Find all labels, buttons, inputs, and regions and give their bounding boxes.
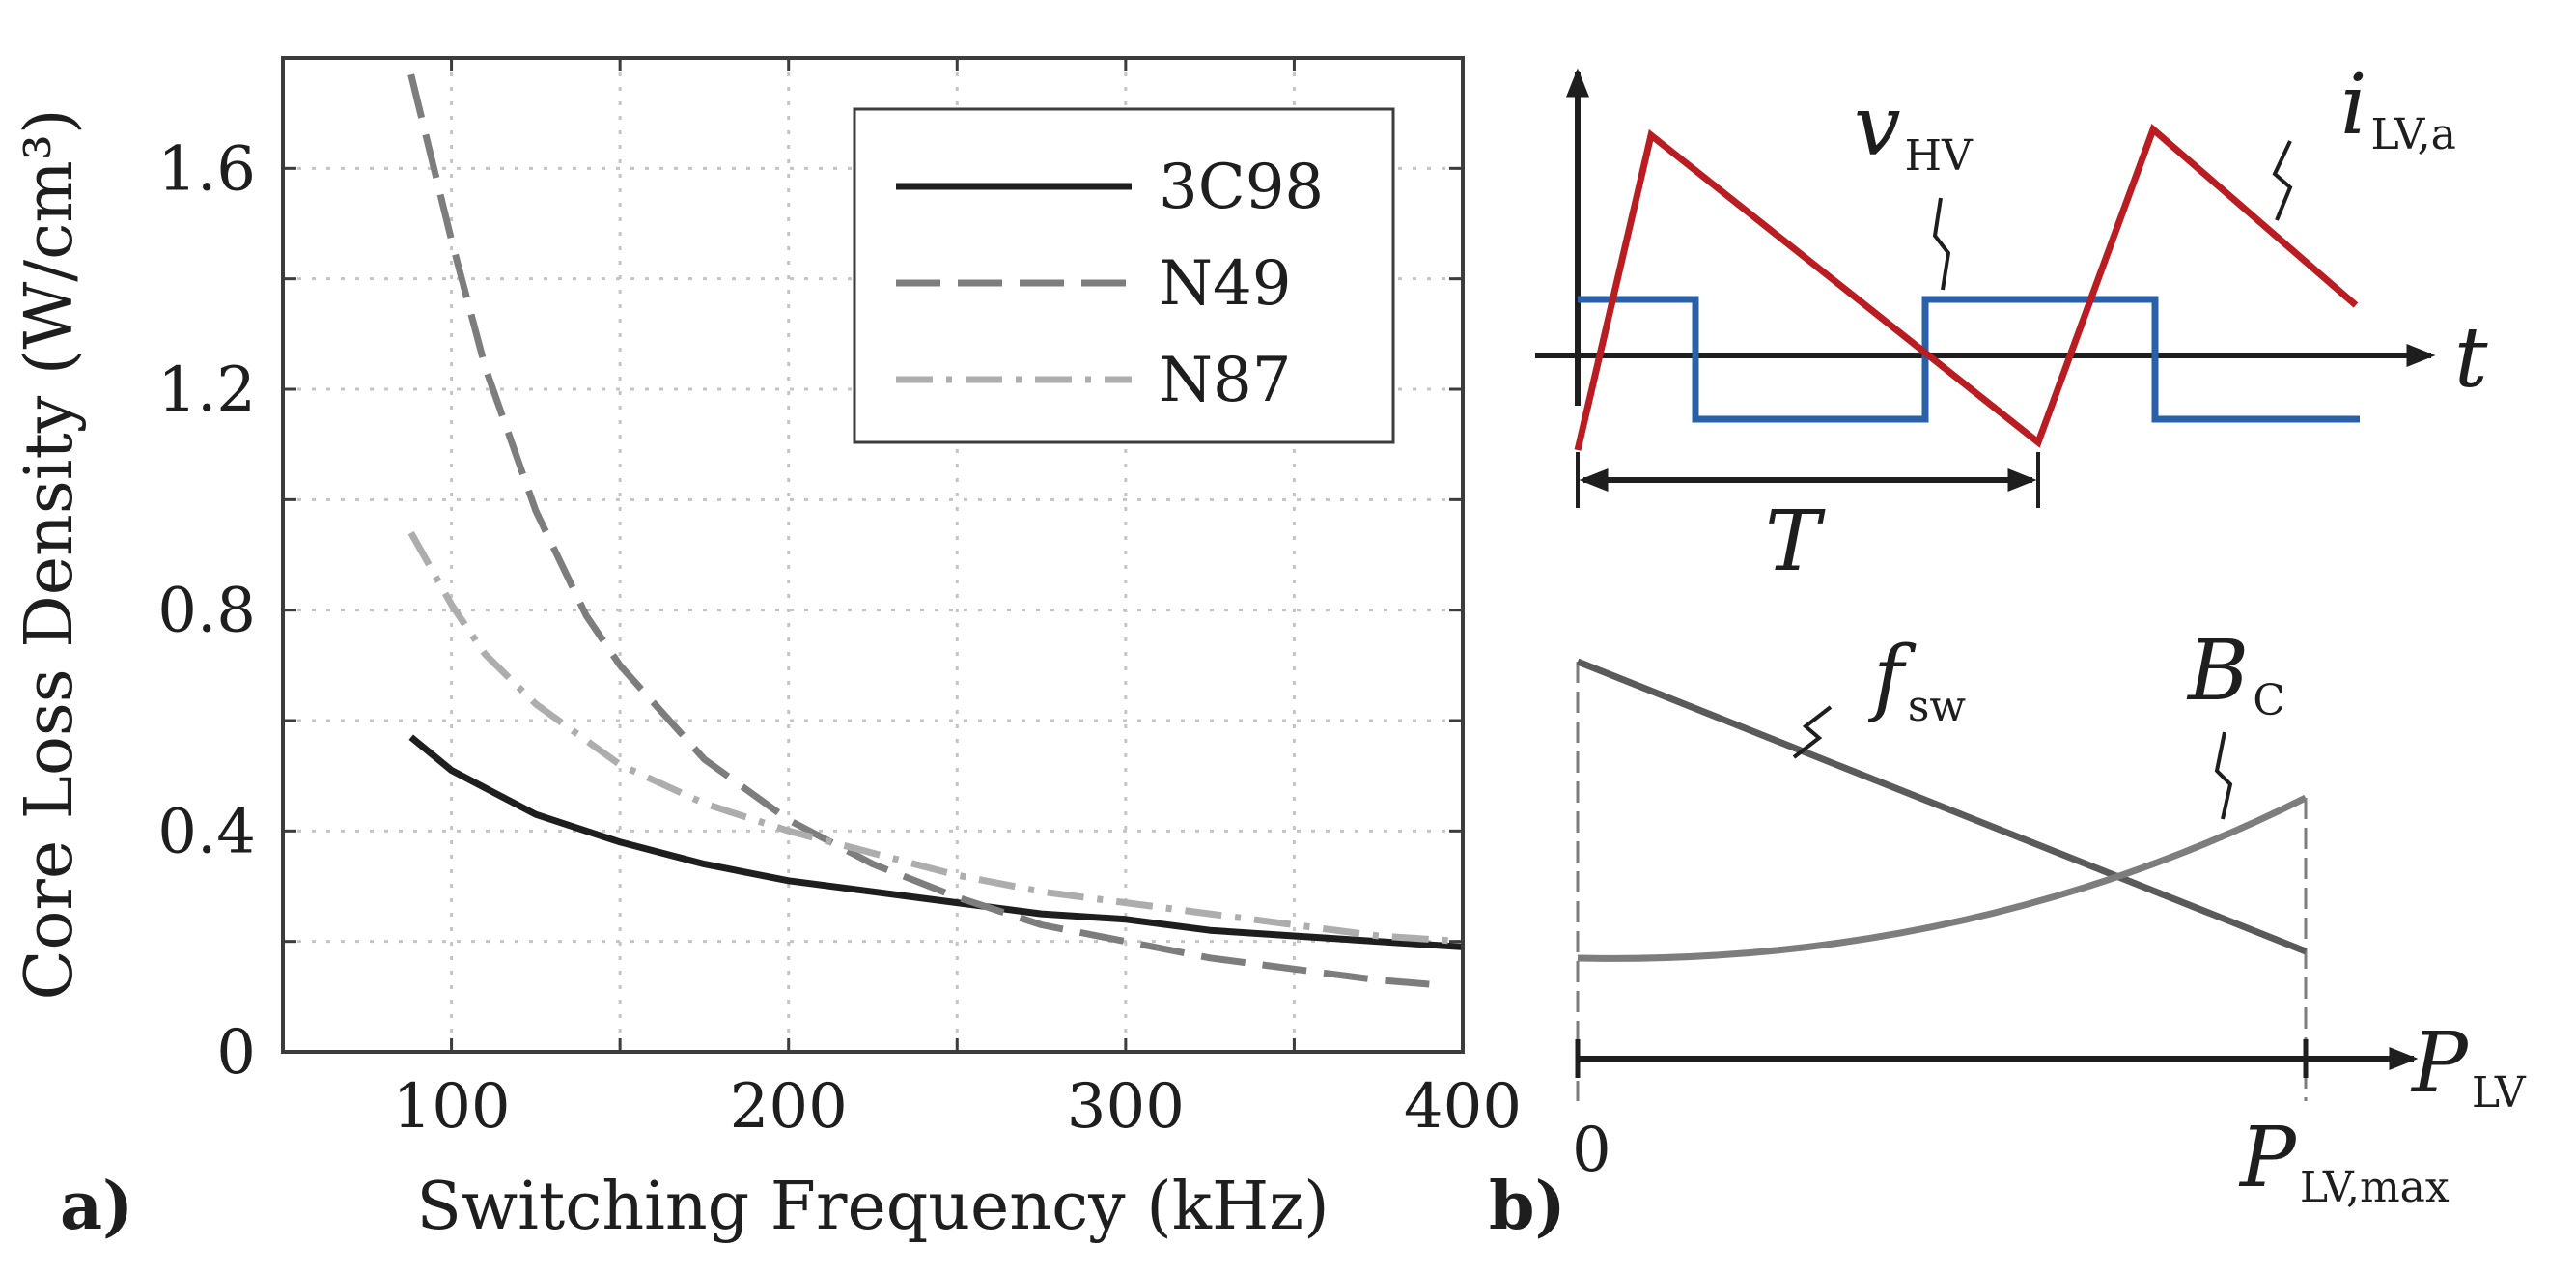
x-axis-label: Switching Frequency (kHz) xyxy=(416,1169,1329,1245)
y-axis-label: Core Loss Density (W/cm³) xyxy=(12,108,88,1000)
power-axis-label: PLV xyxy=(2410,1015,2527,1118)
switching-frequency-curve xyxy=(1576,658,2308,955)
series-line-n87 xyxy=(407,530,1464,946)
panel-b-waveforms: vHV iLV,a t T xyxy=(1535,57,2488,590)
legend-label-3c98: 3C98 xyxy=(1159,152,1324,223)
y-tick-label-0.8: 0.8 xyxy=(157,576,256,647)
bc-label-leader xyxy=(2214,731,2233,820)
panel-b-label: b) xyxy=(1489,1168,1566,1245)
voltage-label-leader xyxy=(1932,197,1951,291)
x-tick-label-200: 200 xyxy=(730,1071,848,1143)
plot-frame xyxy=(281,56,1465,1054)
legend-label-n49: N49 xyxy=(1159,248,1291,320)
x-tick-label-400: 400 xyxy=(1404,1071,1522,1143)
legend-box xyxy=(853,107,1395,444)
period-label: T xyxy=(1765,494,1826,590)
fsw-label-leader xyxy=(1792,705,1833,759)
zero-power-label: 0 xyxy=(1572,1115,1611,1186)
max-power-label: PLV,max xyxy=(2238,1110,2450,1212)
panel-b-power-sweep: fsw BC PLV 0 PLV,max b) xyxy=(1489,623,2527,1245)
current-lv-a-label: iLV,a xyxy=(2340,57,2456,159)
x-tick-labels: 100 200 300 400 xyxy=(392,1071,1522,1143)
x-tick-label-300: 300 xyxy=(1067,1071,1185,1143)
time-axis-label: t xyxy=(2454,310,2488,407)
fsw-label: fsw xyxy=(1867,629,1966,731)
legend-label-n87: N87 xyxy=(1159,345,1291,416)
bc-label: BC xyxy=(2186,623,2285,725)
tick-marks xyxy=(283,58,1465,1054)
grid-lines xyxy=(283,58,1463,1052)
panel-a-label: a) xyxy=(60,1168,133,1245)
legend: 3C98 N49 N87 xyxy=(853,107,1395,444)
y-tick-label-0.4: 0.4 xyxy=(157,796,256,867)
voltage-hv-waveform xyxy=(1578,296,2360,423)
current-lv-a-waveform xyxy=(1574,124,2359,451)
current-label-leader xyxy=(2272,140,2293,221)
core-flux-density-curve xyxy=(1577,794,2308,962)
series-line-3c98 xyxy=(408,734,1464,950)
y-tick-label-1.6: 1.6 xyxy=(157,133,256,205)
y-tick-labels: 0 0.4 0.8 1.2 1.6 xyxy=(157,133,256,1089)
x-tick-label-100: 100 xyxy=(392,1071,510,1143)
voltage-hv-label: vHV xyxy=(1854,78,1974,181)
y-tick-label-1.2: 1.2 xyxy=(157,354,256,426)
y-tick-label-0: 0 xyxy=(216,1017,256,1089)
series-layer xyxy=(407,73,1464,989)
panel-a-chart: 100 200 300 400 0 0.4 0.8 1.2 1.6 Switching Fre… xyxy=(12,56,1522,1245)
